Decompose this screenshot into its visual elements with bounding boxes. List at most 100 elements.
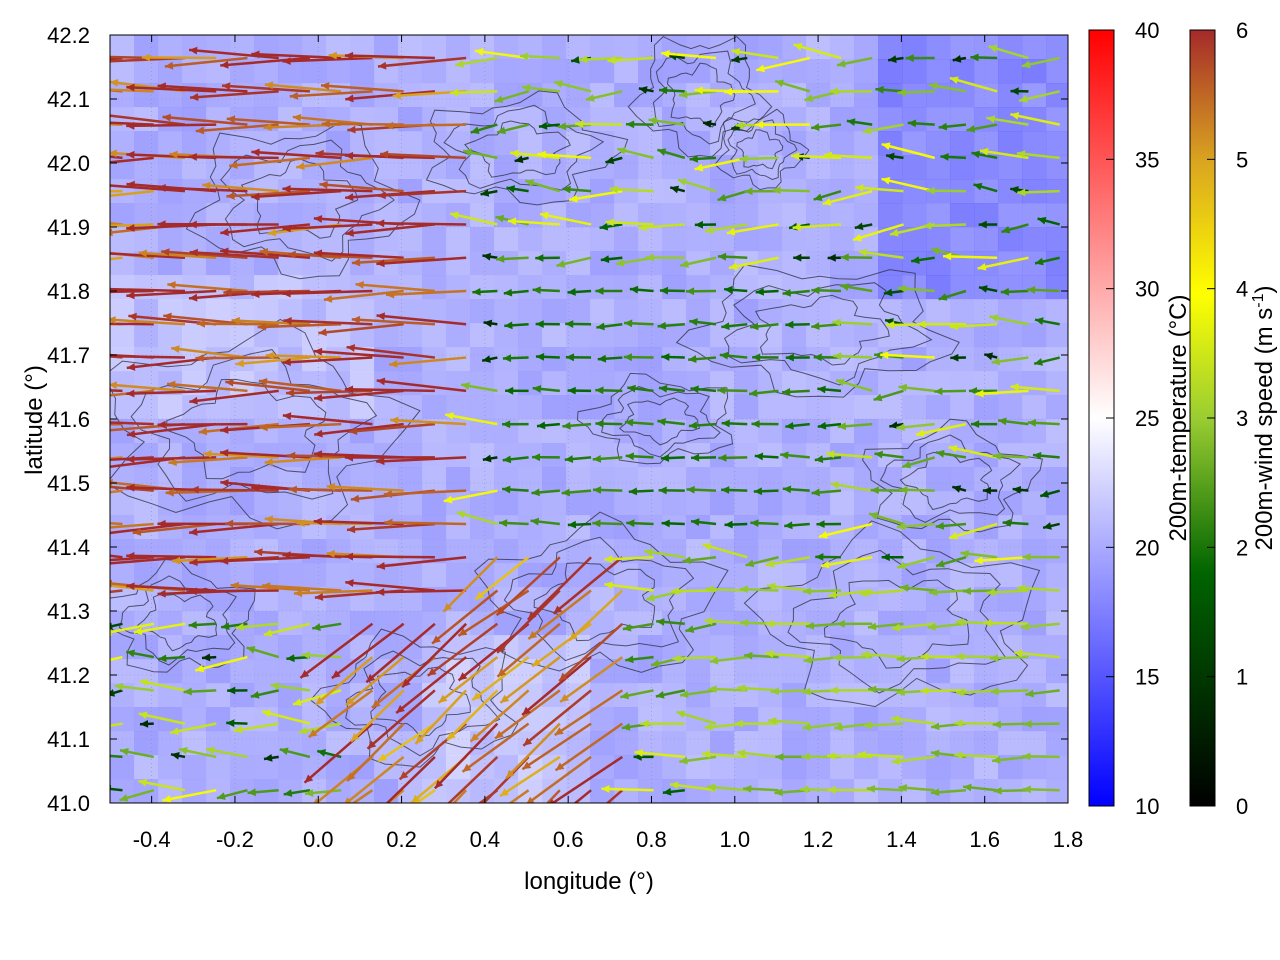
- wind-vector: [974, 555, 1029, 563]
- wind-vector-head: [952, 485, 962, 493]
- temperature-cell: [638, 755, 663, 780]
- temperature-cell: [950, 227, 975, 252]
- wind-vector-head: [434, 779, 444, 789]
- temperature-cell: [662, 707, 687, 732]
- temperature-cell: [110, 35, 135, 60]
- contour-line: [370, 666, 471, 737]
- wind-vector: [852, 223, 904, 242]
- temperature-cell: [1022, 35, 1047, 60]
- wind-vector-head: [33, 146, 41, 154]
- wind-vector: [694, 156, 748, 171]
- wind-vector-head: [443, 602, 453, 612]
- wind-vector-head: [114, 682, 124, 691]
- wind-vector: [350, 689, 405, 743]
- wind-vector-head: [900, 584, 909, 592]
- wind-vector-head: [1043, 522, 1052, 530]
- wind-vector: [539, 212, 592, 226]
- wind-vector: [552, 556, 624, 615]
- temperature-cell: [302, 539, 327, 564]
- wind-vector-head: [891, 757, 901, 765]
- wind-vector-head: [503, 842, 511, 851]
- wind-vector: [537, 152, 592, 160]
- wind-vector: [376, 379, 467, 393]
- temperature-cell: [638, 779, 663, 803]
- wind-vector-head: [592, 486, 602, 494]
- wind-vector: [494, 689, 561, 740]
- wind-vector-head: [259, 248, 269, 256]
- temperature-cell: [422, 251, 447, 276]
- wind-vector-head: [688, 421, 698, 430]
- wind-vector-head: [1012, 485, 1022, 494]
- wind-vector-head: [560, 694, 570, 702]
- wind-vector-head: [502, 420, 511, 429]
- temperature-cell: [230, 659, 255, 684]
- wind-vector-head: [881, 176, 891, 185]
- temperature-cell: [470, 707, 495, 732]
- wind-vector-head: [461, 382, 470, 390]
- wind-vector-head: [966, 125, 976, 133]
- temperature-cell: [734, 563, 759, 588]
- temperature-cell: [422, 491, 447, 516]
- wind-vector-head: [998, 417, 1007, 426]
- wind-vector: [167, 283, 248, 293]
- y-tick-label: 41.7: [47, 343, 90, 368]
- temperature-cell: [134, 587, 159, 612]
- wind-vector-head: [525, 179, 535, 187]
- temperature-cell: [854, 107, 879, 132]
- wind-vector-head: [366, 673, 376, 683]
- wind-vector: [264, 456, 342, 464]
- temperature-cell: [590, 251, 615, 276]
- wind-vector-head: [80, 194, 88, 202]
- wind-vector-head: [251, 50, 260, 59]
- wind-vector-head: [95, 352, 103, 360]
- wind-vector: [527, 589, 592, 640]
- temperature-cell: [470, 563, 495, 588]
- wind-vector-head: [377, 61, 387, 70]
- wind-vector-head: [721, 419, 730, 428]
- temperature-cell: [350, 59, 375, 84]
- wind-vector-head: [978, 285, 988, 293]
- temperature-cell: [662, 251, 687, 276]
- temperature-cell: [206, 683, 231, 708]
- wind-vector-head: [625, 655, 634, 664]
- temperature-cell: [614, 59, 639, 84]
- wind-vector: [376, 256, 467, 266]
- wind-vector-head: [427, 667, 437, 676]
- wind-vector-head: [656, 618, 665, 626]
- wind-vector: [376, 589, 467, 594]
- temperature-cell: [446, 323, 471, 348]
- wind-vector-head: [318, 328, 327, 337]
- wind-vector: [605, 789, 624, 803]
- wind-vector-head: [527, 611, 537, 620]
- temperature-cell: [782, 731, 807, 756]
- temperature-cell: [926, 491, 951, 516]
- temperature-cell: [326, 395, 351, 420]
- wind-vector-head: [867, 622, 877, 631]
- wind-vector: [437, 656, 499, 704]
- wind-vector-head: [753, 487, 763, 496]
- wind-vector: [282, 356, 373, 364]
- wind-vector-head: [536, 421, 546, 430]
- wind-vector-head: [638, 86, 648, 94]
- wind-vector-head: [313, 450, 322, 459]
- wind-vector: [431, 589, 499, 645]
- wind-vector-head: [264, 515, 274, 524]
- wind-vector: [433, 722, 499, 790]
- wind-vector-head: [592, 519, 601, 528]
- temperature-cell: [878, 419, 903, 444]
- wind-vector: [110, 121, 154, 126]
- wind-vector-head: [890, 715, 900, 724]
- temperature-cell: [782, 683, 807, 708]
- wind-vector-head: [679, 690, 689, 699]
- wind-vector-head: [475, 591, 485, 600]
- wind-vector-head: [482, 252, 492, 261]
- temperature-cell: [110, 635, 135, 660]
- wind-vector: [288, 488, 373, 492]
- wind-vector: [251, 150, 342, 160]
- wind-vector-head: [739, 154, 748, 163]
- wind-vector: [401, 622, 468, 689]
- wind-vector-head: [33, 544, 42, 552]
- wind-label-end: ): [1251, 286, 1278, 294]
- wind-vector-head: [247, 788, 256, 797]
